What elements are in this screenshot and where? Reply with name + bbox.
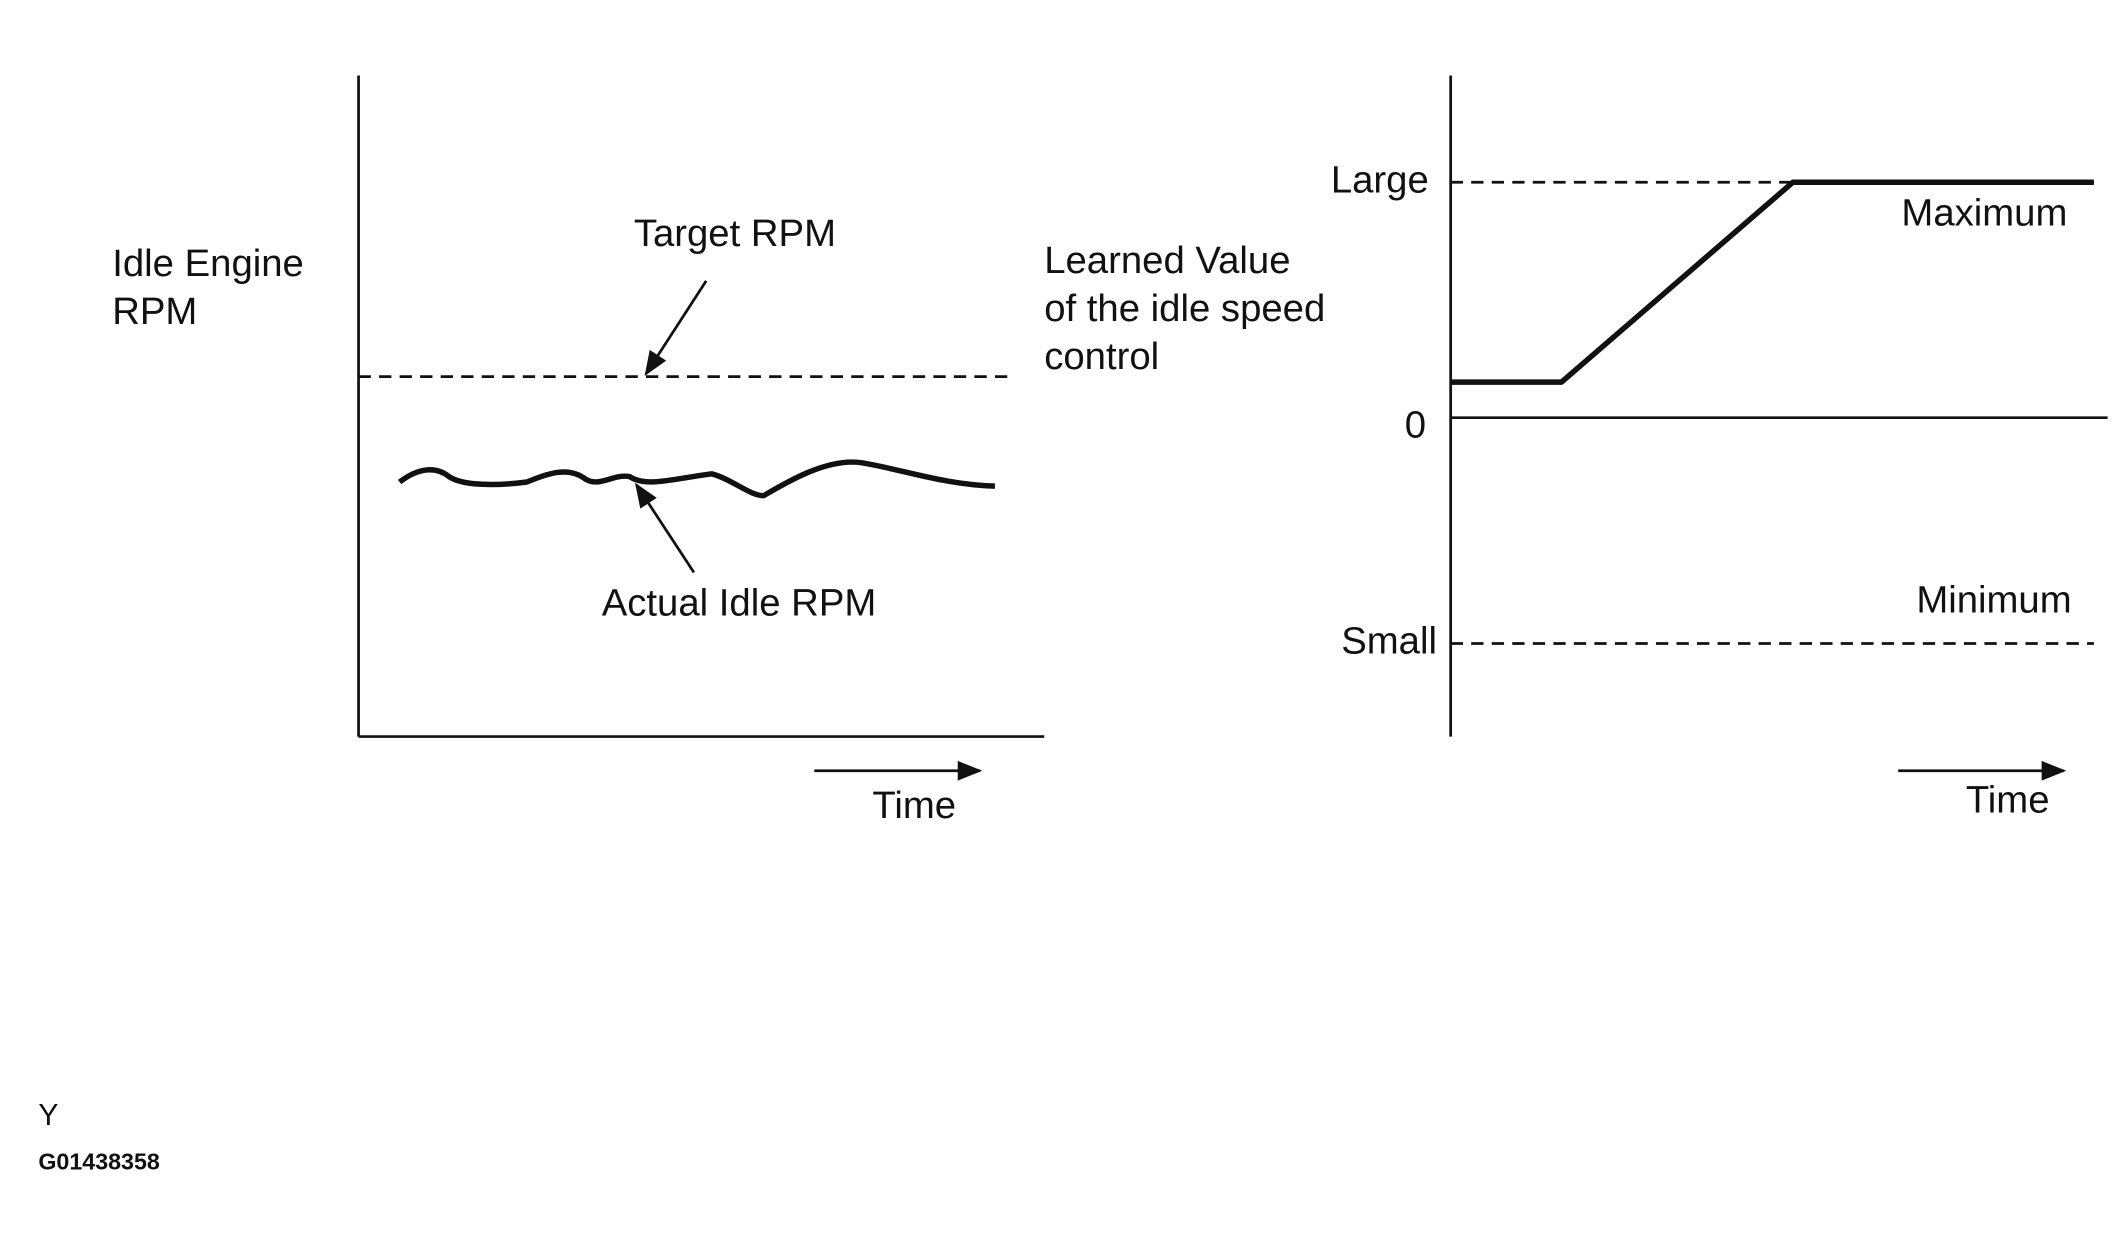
level-label: Small <box>1341 620 1437 663</box>
actual-label: Actual Idle RPM <box>602 581 877 624</box>
y-label: of the idle speed <box>1044 287 1325 330</box>
actual-rpm-curve <box>397 459 996 499</box>
y-label: control <box>1044 335 1159 378</box>
target-pointer <box>644 280 708 376</box>
x-label: Time <box>1966 778 2050 821</box>
y-label: Idle Engine <box>112 242 304 285</box>
right-panel: Learned Value of the idle speed control … <box>1044 75 2108 821</box>
x-label: Time <box>872 784 956 827</box>
min-label: Minimum <box>1916 579 2071 622</box>
y-label: RPM <box>112 290 197 333</box>
target-label: Target RPM <box>634 212 836 255</box>
level-label: 0 <box>1405 403 1426 446</box>
actual-pointer <box>635 482 696 574</box>
figure-id: G01438358 <box>38 1149 160 1175</box>
y-label: Learned Value <box>1044 239 1290 282</box>
level-label: Large <box>1331 158 1429 201</box>
left-panel: Idle Engine RPM Target RPM Actual Idle R… <box>112 75 1045 827</box>
code-letter: Y <box>38 1099 58 1132</box>
max-label: Maximum <box>1901 191 2067 234</box>
learned-value-curve <box>1450 179 2094 385</box>
